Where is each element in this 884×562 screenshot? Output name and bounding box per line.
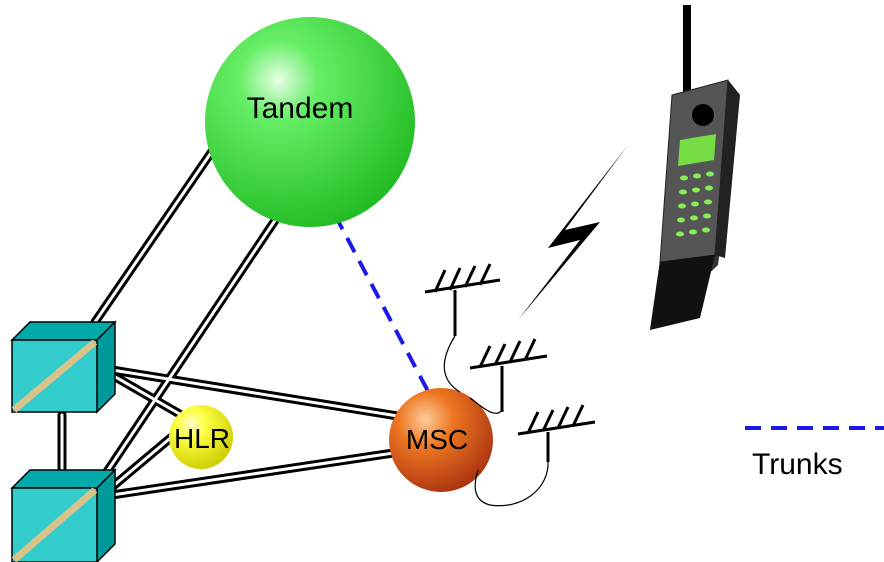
tandem-node (205, 17, 415, 227)
switch-cube (10, 320, 117, 414)
antenna (424, 263, 501, 336)
legend-label: Trunks (752, 448, 843, 481)
trunk-dashed (333, 214, 432, 396)
msc-node (389, 388, 493, 492)
node-label: HLR (174, 423, 230, 454)
antenna (517, 404, 596, 462)
node-label: Tandem (247, 92, 354, 125)
antenna (469, 338, 548, 412)
links (57, 123, 415, 500)
mobile-phone (650, 5, 740, 330)
lightning (518, 145, 628, 320)
switch-cube (10, 468, 117, 562)
antenna-wires (443, 335, 549, 507)
node-label: MSC (406, 424, 468, 455)
hlr-node (169, 405, 233, 469)
